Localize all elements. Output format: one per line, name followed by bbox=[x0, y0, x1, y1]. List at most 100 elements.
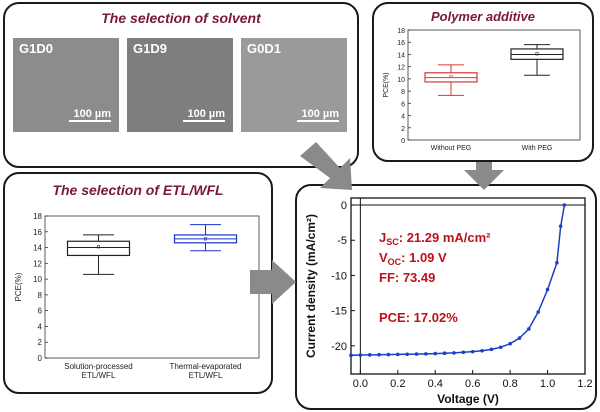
jv-data-point bbox=[405, 352, 409, 357]
x-category-label: Thermal-evaporated bbox=[169, 362, 241, 371]
scale-bar-label: 100 µm bbox=[73, 108, 111, 120]
jv-data-point bbox=[442, 351, 447, 356]
box-mean-marker bbox=[204, 237, 208, 241]
micrograph-label: G1D9 bbox=[133, 41, 167, 56]
jv-data-point bbox=[527, 327, 531, 331]
x-category-label: With PEG bbox=[522, 145, 553, 152]
jv-data-point bbox=[508, 341, 512, 346]
etl-panel: The selection of ETL/WFL 0 2 4 6 8 10 12 14 16 18… bbox=[3, 172, 273, 394]
y-tick-label: 14 bbox=[397, 52, 405, 59]
pce-metric: PCE: 17.02% bbox=[379, 310, 458, 325]
etl-panel-title: The selection of ETL/WFL bbox=[52, 182, 224, 198]
y-tick-label: 0 bbox=[38, 354, 43, 363]
box-mean-marker bbox=[97, 245, 101, 249]
y-tick-label: 16 bbox=[33, 228, 42, 237]
jv-data-point bbox=[377, 352, 381, 357]
y-tick-label: 4 bbox=[38, 322, 43, 331]
jv-data-point bbox=[461, 350, 466, 355]
box-mean-marker bbox=[535, 52, 539, 56]
jv-data-point bbox=[396, 352, 400, 357]
etl-box-plot: 024681012141618PCE(%)Solution-processedE… bbox=[14, 212, 260, 380]
y-axis-label: PCE(%) bbox=[14, 272, 23, 301]
x-tick-label: 1.0 bbox=[540, 378, 555, 390]
jsc-metric: JSC: 21.29 mA/cm² bbox=[379, 230, 491, 247]
micrograph-g0d1: G0D1 100 µm bbox=[241, 38, 347, 132]
y-tick-label: 2 bbox=[401, 126, 405, 133]
y-tick-label: 0 bbox=[341, 200, 347, 212]
jv-data-point bbox=[498, 345, 503, 350]
x-axis-label: Voltage (V) bbox=[437, 392, 499, 406]
y-tick-label: 6 bbox=[38, 307, 43, 316]
jv-data-point bbox=[558, 224, 563, 228]
jv-data-point bbox=[367, 353, 372, 357]
ff-metric: FF: 73.49 bbox=[379, 270, 435, 285]
box-iqr bbox=[66, 240, 131, 257]
plot-frame bbox=[407, 29, 581, 141]
y-tick-label: 0 bbox=[401, 138, 405, 145]
jv-data-point bbox=[424, 352, 428, 356]
y-axis-label: PCE(%) bbox=[383, 72, 390, 97]
y-tick-label: -10 bbox=[331, 270, 347, 282]
box-mean-marker bbox=[449, 74, 453, 78]
solvent-panel-title: The selection of solvent bbox=[101, 10, 261, 26]
jv-data-point bbox=[517, 336, 522, 340]
y-tick-label: 4 bbox=[401, 114, 405, 121]
y-tick-label: 10 bbox=[397, 77, 405, 84]
y-tick-label: 16 bbox=[397, 40, 405, 47]
scale-bar bbox=[69, 120, 111, 122]
jv-data-point bbox=[555, 260, 559, 265]
jv-data-point bbox=[489, 347, 494, 352]
voc-metric: VOC: 1.09 V bbox=[379, 250, 447, 267]
x-category-label: Solution-processed bbox=[64, 362, 132, 371]
x-tick-label: 1.2 bbox=[577, 378, 592, 390]
scale-bar bbox=[297, 120, 339, 122]
x-tick-label: 0.6 bbox=[465, 378, 480, 390]
x-tick-label: 0.8 bbox=[502, 378, 517, 390]
y-tick-label: 10 bbox=[33, 275, 42, 284]
x-tick-label: 0.0 bbox=[353, 378, 368, 390]
y-tick-label: 8 bbox=[401, 89, 405, 96]
micrograph-label: G1D0 bbox=[19, 41, 53, 56]
jv-data-point bbox=[349, 353, 353, 358]
y-axis-label: Current density (mA/cm²) bbox=[304, 214, 318, 358]
y-tick-label: 18 bbox=[33, 212, 42, 221]
y-tick-label: 18 bbox=[397, 28, 405, 35]
plot-frame bbox=[350, 197, 586, 375]
x-tick-label: 0.2 bbox=[390, 378, 405, 390]
scale-bar-label: 100 µm bbox=[187, 108, 225, 120]
jv-curve-plot: 0 -5 -10 -15 -20 0.0 0.2 0.4 0.6 0.8 1.0 1.2 Voltage… bbox=[304, 197, 593, 406]
jv-data-point bbox=[545, 287, 550, 292]
y-tick-label: 6 bbox=[401, 101, 405, 108]
y-tick-label: 2 bbox=[38, 338, 43, 347]
jv-panel: 0 -5 -10 -15 -20 0.0 0.2 0.4 0.6 0.8 1.0 1.2 Voltage… bbox=[295, 184, 597, 410]
jv-data-point bbox=[452, 351, 456, 355]
x-category-label: ETL/WFL bbox=[82, 371, 116, 380]
jv-data-point bbox=[470, 349, 475, 354]
jv-data-point bbox=[358, 353, 363, 357]
y-tick-label: 8 bbox=[38, 291, 43, 300]
y-tick-label: -5 bbox=[337, 235, 347, 247]
jv-data-point bbox=[386, 352, 391, 357]
y-tick-label: 12 bbox=[33, 259, 42, 268]
micrograph-g1d9: G1D9 100 µm bbox=[127, 38, 233, 132]
polymer-panel-title: Polymer additive bbox=[430, 9, 536, 24]
solvent-panel: The selection of solvent G1D0 100 µm G1D… bbox=[3, 2, 359, 168]
micrograph-label: G0D1 bbox=[247, 41, 281, 56]
y-tick-label: 12 bbox=[397, 65, 405, 72]
x-category-label: ETL/WFL bbox=[189, 371, 223, 380]
scale-bar-label: 100 µm bbox=[301, 108, 339, 120]
y-tick-label: 14 bbox=[33, 244, 42, 253]
y-tick-label: -20 bbox=[331, 341, 347, 353]
jv-data-point bbox=[536, 310, 540, 314]
polymer-box-plot: 0 2 4 6 8 10 12 14 16 18 PCE(%) Without PEG With PEG bbox=[383, 28, 581, 152]
jv-data-point bbox=[433, 351, 438, 356]
jv-data-point bbox=[562, 203, 567, 207]
jv-data-point bbox=[480, 348, 484, 353]
scale-bar bbox=[183, 120, 225, 122]
y-tick-label: -15 bbox=[331, 306, 347, 318]
jv-data-point bbox=[414, 352, 419, 356]
x-category-label: Without PEG bbox=[431, 145, 471, 152]
x-tick-label: 0.4 bbox=[428, 378, 443, 390]
polymer-panel: Polymer additive 0 2 4 6 8 10 12 14 16 18 PCE(%) Wi… bbox=[372, 2, 594, 162]
micrograph-g1d0: G1D0 100 µm bbox=[13, 38, 119, 132]
